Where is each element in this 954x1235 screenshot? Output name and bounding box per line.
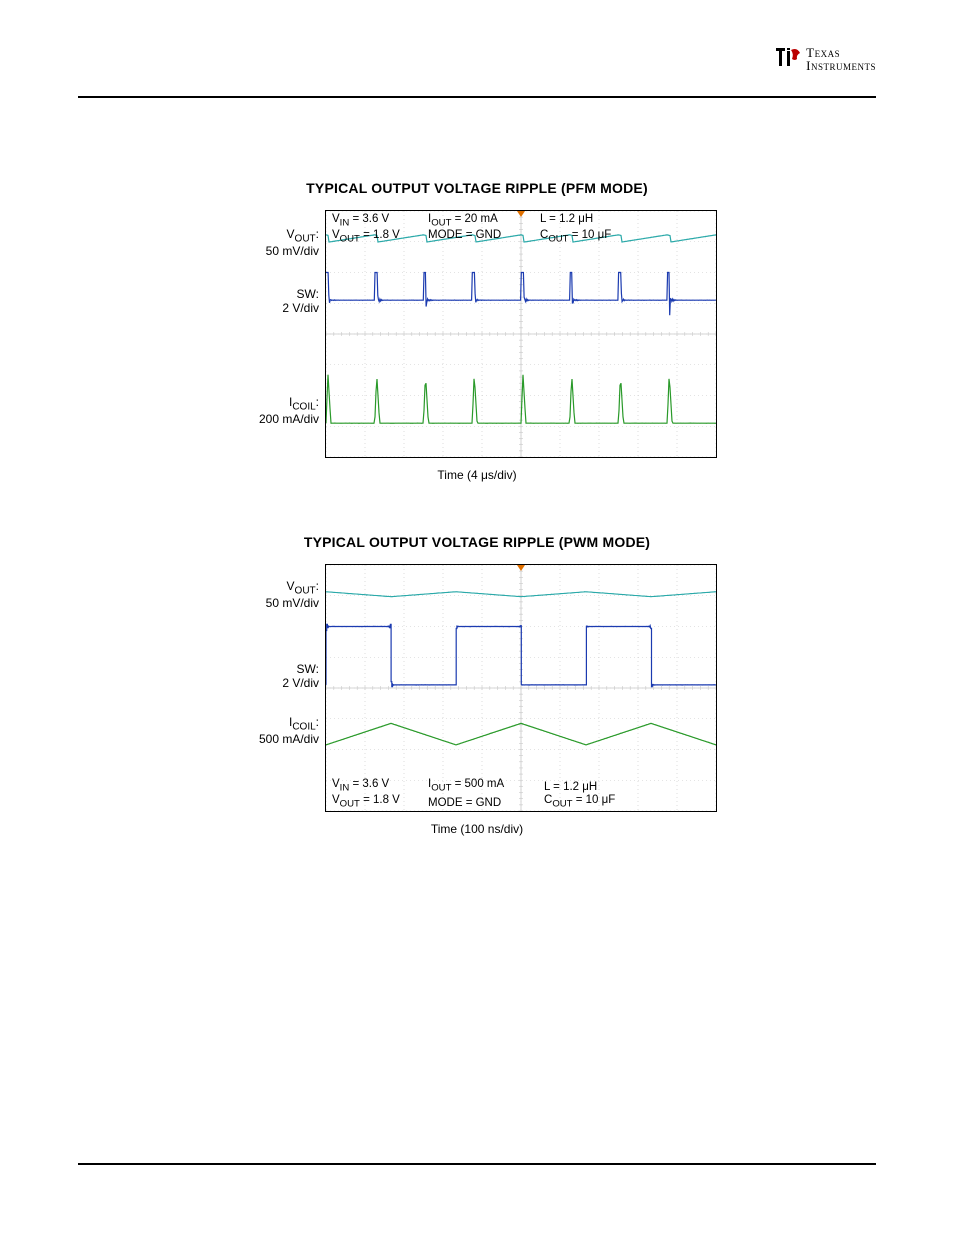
- pfm-xaxis: Time (4 μs/div): [437, 468, 516, 482]
- pfm-scope: VIN = 3.6 V IOUT = 20 mA L = 1.2 μH VOUT…: [325, 210, 717, 458]
- pwm-scope: VIN = 3.6 V IOUT = 500 mA L = 1.2 μH VOU…: [325, 564, 717, 812]
- pfm-scope-svg: [326, 211, 716, 457]
- pfm-ylabel-icoil-l2: 200 mA/div: [259, 412, 319, 426]
- pwm-ylabel-vout-l1: VOUT:: [287, 579, 319, 593]
- pwm-ylabel-vout: VOUT: 50 mV/div: [266, 580, 319, 611]
- pwm-cond-r1c0: VOUT = 1.8 V: [332, 794, 400, 809]
- pwm-ylabel-sw-l1: SW:: [297, 662, 319, 676]
- pwm-ylabel-sw: SW: 2 V/div: [282, 663, 319, 691]
- pfm-ylabel-icoil: ICOIL: 200 mA/div: [259, 396, 319, 427]
- pfm-cond-r0c1: IOUT = 20 mA: [428, 213, 498, 228]
- pwm-scope-svg: [326, 565, 716, 811]
- page-header: Texas Instruments: [78, 30, 876, 88]
- pfm-ylabel-sw: SW: 2 V/div: [282, 288, 319, 316]
- pfm-ylabel-vout: VOUT: 50 mV/div: [266, 228, 319, 259]
- pwm-ylabel-icoil-l2: 500 mA/div: [259, 732, 319, 746]
- pfm-ylabel-vout-l1: VOUT:: [287, 227, 319, 241]
- pfm-cond-r0c0: VIN = 3.6 V: [332, 213, 389, 228]
- pfm-cond-r1c0: VOUT = 1.8 V: [332, 229, 400, 244]
- pfm-ylabel-icoil-l1: ICOIL:: [289, 395, 319, 409]
- pfm-cond-r1c1: MODE = GND: [428, 229, 501, 241]
- pwm-cond-r0c0: VIN = 3.6 V: [332, 778, 389, 793]
- pwm-cond-r0c1: IOUT = 500 mA: [428, 778, 504, 793]
- pfm-cond-r1c2: COUT = 10 μF: [540, 229, 611, 244]
- pwm-cond-r1c1: MODE = GND: [428, 797, 501, 809]
- figure-pwm-title: TYPICAL OUTPUT VOLTAGE RIPPLE (PWM MODE): [304, 534, 650, 550]
- page: Texas Instruments TYPICAL OUTPUT VOLTAGE…: [0, 0, 954, 1235]
- ti-logo: Texas Instruments: [774, 46, 876, 72]
- pfm-cond-r0c2: L = 1.2 μH: [540, 213, 593, 225]
- pwm-ylabel-vout-l2: 50 mV/div: [266, 596, 319, 610]
- brand-line2: Instruments: [806, 59, 876, 72]
- figure-pfm-row: VOUT: 50 mV/div SW: 2 V/div ICOIL: 200 m…: [237, 210, 717, 458]
- figure-pfm-title: TYPICAL OUTPUT VOLTAGE RIPPLE (PFM MODE): [306, 180, 648, 196]
- ti-logo-icon: [774, 46, 802, 72]
- pwm-xaxis: Time (100 ns/div): [431, 822, 523, 836]
- content: TYPICAL OUTPUT VOLTAGE RIPPLE (PFM MODE)…: [78, 98, 876, 888]
- pwm-ylabel-sw-l2: 2 V/div: [282, 676, 319, 690]
- pwm-ylabel-icoil: ICOIL: 500 mA/div: [259, 716, 319, 747]
- pwm-cond-r0c2: L = 1.2 μH: [544, 781, 597, 793]
- figure-pwm-ylabels: VOUT: 50 mV/div SW: 2 V/div ICOIL: 500 m…: [237, 564, 325, 812]
- pwm-cond-r1c2: COUT = 10 μF: [544, 794, 615, 809]
- pwm-ylabel-icoil-l1: ICOIL:: [289, 715, 319, 729]
- figure-pwm-row: VOUT: 50 mV/div SW: 2 V/div ICOIL: 500 m…: [237, 564, 717, 812]
- pfm-ylabel-vout-l2: 50 mV/div: [266, 244, 319, 258]
- ti-logo-text: Texas Instruments: [806, 46, 876, 72]
- figure-pfm: TYPICAL OUTPUT VOLTAGE RIPPLE (PFM MODE)…: [237, 180, 717, 482]
- figure-pfm-ylabels: VOUT: 50 mV/div SW: 2 V/div ICOIL: 200 m…: [237, 210, 325, 458]
- figure-pwm: TYPICAL OUTPUT VOLTAGE RIPPLE (PWM MODE)…: [237, 534, 717, 836]
- footer-rule: [78, 1163, 876, 1165]
- pfm-ylabel-sw-l1: SW:: [297, 287, 319, 301]
- pfm-ylabel-sw-l2: 2 V/div: [282, 301, 319, 315]
